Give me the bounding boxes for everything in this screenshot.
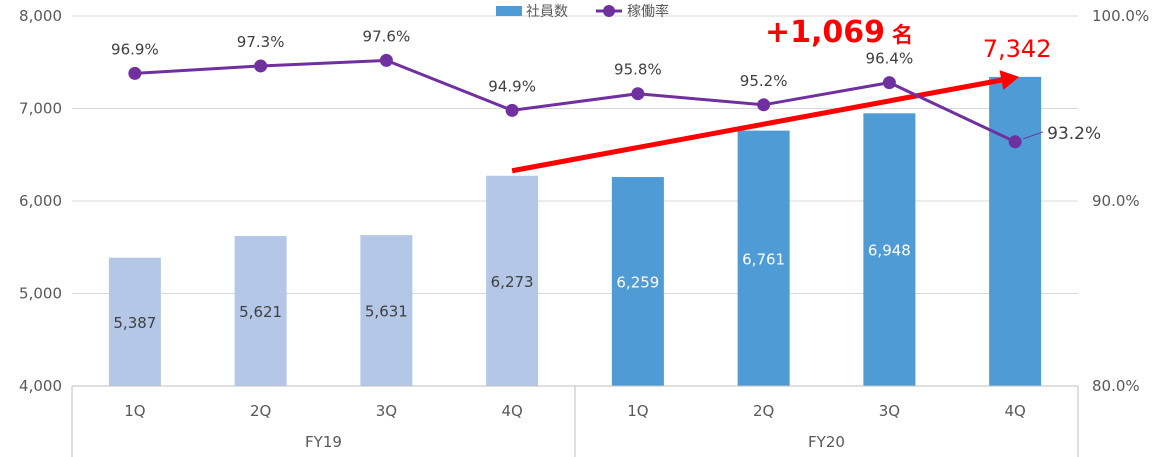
line-point <box>128 66 142 80</box>
left-tick-label: 4,000 <box>19 377 62 395</box>
bar-value-label: 5,621 <box>239 303 282 321</box>
category-axis: 1Q 2Q 3Q 4Q 1Q 2Q 3Q 4Q FY19 FY20 <box>71 385 1079 457</box>
left-tick-label: 8,000 <box>19 7 62 25</box>
growth-arrow <box>511 70 1020 174</box>
bar <box>486 175 539 386</box>
left-tick-label: 5,000 <box>19 285 62 303</box>
bar-value-label: 6,273 <box>491 273 534 291</box>
right-tick-label: 100.0% <box>1092 7 1149 25</box>
line-value-label: 97.6% <box>363 27 411 45</box>
line-point <box>254 59 268 73</box>
category-label: 3Q <box>879 402 900 420</box>
legend-line-label: 稼働率 <box>627 3 669 20</box>
utilization-line <box>134 58 1016 144</box>
category-label: 1Q <box>124 402 145 420</box>
line-value-label: 97.3% <box>237 33 285 51</box>
bar <box>989 76 1042 387</box>
right-tick-label: 80.0% <box>1092 377 1140 395</box>
bar-value-label: 5,631 <box>365 303 408 321</box>
left-axis-ticks: 4,000 5,000 6,000 7,000 8,000 <box>19 7 62 395</box>
bar-value-label: 6,761 <box>742 250 785 268</box>
left-tick-label: 6,000 <box>19 192 62 210</box>
gridlines <box>72 15 1078 387</box>
line-value-label: 95.2% <box>740 72 788 90</box>
line-value-label: 96.4% <box>866 50 914 68</box>
right-axis-ticks: 80.0% 90.0% 100.0% <box>1092 7 1149 395</box>
left-tick-label: 7,000 <box>19 100 62 118</box>
bar <box>737 130 790 386</box>
legend-bar-swatch <box>496 6 522 16</box>
line-point <box>505 103 519 117</box>
line-point <box>882 76 896 90</box>
line-point <box>379 53 393 67</box>
bar-value-label: 5,387 <box>113 314 156 332</box>
line-data-labels: 96.9% 97.3% 97.6% 94.9% 95.8% 95.2% 96.4% 93.2% <box>111 27 1101 143</box>
bar-data-labels: 5,387 5,621 5,631 6,273 6,259 6,761 6,948 7,342 <box>113 35 1051 332</box>
bar-series <box>108 76 1042 387</box>
line-point <box>1008 135 1022 149</box>
category-label: 1Q <box>627 402 648 420</box>
bar <box>863 113 916 386</box>
growth-annotation: +1,069 名 <box>765 15 913 50</box>
category-label: 4Q <box>1004 402 1025 420</box>
bar <box>611 177 664 386</box>
bar <box>108 257 161 386</box>
group-label: FY19 <box>305 433 342 451</box>
annotation-suffix: 名 <box>892 23 913 47</box>
line-value-label: 96.9% <box>111 40 159 58</box>
arrow-head <box>999 70 1020 90</box>
category-label: 2Q <box>753 402 774 420</box>
line-series <box>128 53 1022 149</box>
category-label: 4Q <box>501 402 522 420</box>
line-value-label: 94.9% <box>488 77 536 95</box>
bar <box>360 235 413 386</box>
legend: 社員数 稼働率 <box>496 3 669 20</box>
annotation-text: +1,069 <box>765 15 885 50</box>
line-point <box>631 87 645 101</box>
group-label: FY20 <box>808 433 845 451</box>
legend-bar-label: 社員数 <box>526 4 568 20</box>
legend-line-marker <box>603 5 615 17</box>
bar <box>234 236 287 386</box>
category-label: 3Q <box>376 402 397 420</box>
line-value-label: 95.8% <box>614 61 662 79</box>
category-label: 2Q <box>250 402 271 420</box>
bar-value-label: 6,948 <box>868 242 911 260</box>
label-leader <box>1022 131 1044 140</box>
arrow-shaft <box>511 77 1002 174</box>
line-value-label: 93.2% <box>1047 124 1101 144</box>
line-point <box>757 98 771 112</box>
bar-value-label: 6,259 <box>616 274 659 292</box>
bar-value-label: 7,342 <box>983 35 1052 63</box>
right-tick-label: 90.0% <box>1092 192 1140 210</box>
